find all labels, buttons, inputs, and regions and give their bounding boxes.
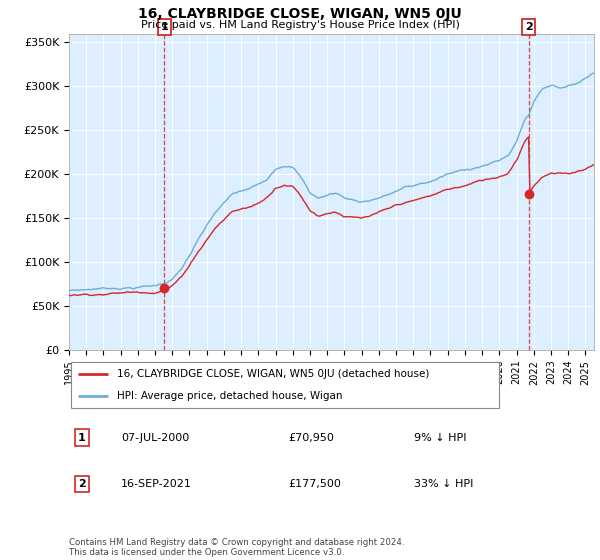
Text: 2: 2 <box>78 479 86 489</box>
Text: 16, CLAYBRIDGE CLOSE, WIGAN, WN5 0JU (detached house): 16, CLAYBRIDGE CLOSE, WIGAN, WN5 0JU (de… <box>116 369 429 379</box>
Text: 33% ↓ HPI: 33% ↓ HPI <box>413 479 473 489</box>
Text: Price paid vs. HM Land Registry's House Price Index (HPI): Price paid vs. HM Land Registry's House … <box>140 20 460 30</box>
Text: HPI: Average price, detached house, Wigan: HPI: Average price, detached house, Wiga… <box>116 391 342 401</box>
Text: 2: 2 <box>525 22 533 32</box>
Text: 1: 1 <box>160 22 168 32</box>
Text: Contains HM Land Registry data © Crown copyright and database right 2024.
This d: Contains HM Land Registry data © Crown c… <box>69 538 404 557</box>
Text: 1: 1 <box>78 432 86 442</box>
Text: 16, CLAYBRIDGE CLOSE, WIGAN, WN5 0JU: 16, CLAYBRIDGE CLOSE, WIGAN, WN5 0JU <box>138 7 462 21</box>
Text: 16-SEP-2021: 16-SEP-2021 <box>121 479 192 489</box>
Point <box>160 283 169 292</box>
Text: 9% ↓ HPI: 9% ↓ HPI <box>413 432 466 442</box>
FancyBboxPatch shape <box>71 362 499 408</box>
Text: £70,950: £70,950 <box>288 432 334 442</box>
Text: £177,500: £177,500 <box>288 479 341 489</box>
Text: 07-JUL-2000: 07-JUL-2000 <box>121 432 190 442</box>
Point <box>524 189 533 198</box>
